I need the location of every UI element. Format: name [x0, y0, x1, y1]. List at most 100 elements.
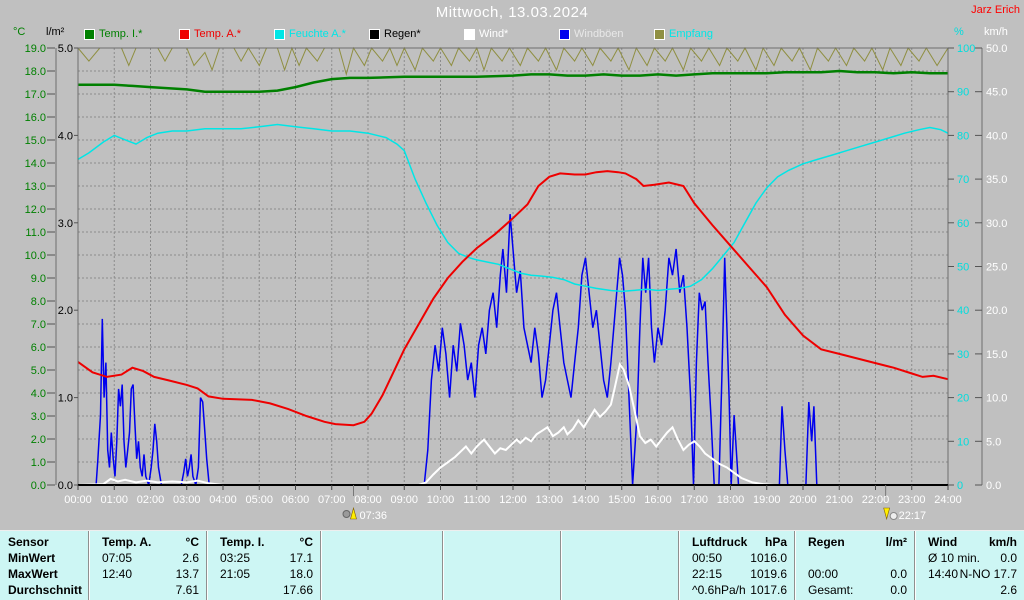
legend-item-7: Empfang: [654, 28, 749, 40]
tick-label: 40: [957, 305, 969, 317]
table-cell: ^0.6hPa/h 1017.6: [692, 583, 787, 597]
table-column-header: Wind km/h: [928, 535, 1017, 549]
series-temp_a: [77, 170, 949, 427]
table-column: Luftdruck hPa 00:50 1016.0 22:15 1019.6 ^0.6hP…: [678, 531, 794, 600]
time-tick-label: 21:00: [825, 494, 853, 506]
axis-unit-humidity: %: [954, 26, 964, 38]
tick-label: 5.0: [31, 365, 46, 377]
legend-swatch-icon: [369, 28, 380, 40]
tick-label: 4.0: [31, 388, 46, 400]
table-cell: 00:00 0.0: [808, 567, 907, 581]
legend-label: Empfang: [669, 28, 714, 40]
series-feuchte_a: [77, 123, 949, 293]
x-axis: 00:00 01:00 02:00 03:00 04:00 05:00 06:00 07:00…: [64, 485, 962, 506]
tick-label: 17.0: [25, 89, 46, 101]
time-tick-label: 19:00: [753, 494, 781, 506]
legend-swatch-icon: [84, 28, 95, 40]
table-column: Regen l/m² 00:00 0.0 Gesamt: 0.0: [794, 531, 914, 600]
tick-label: 14.0: [25, 158, 46, 170]
annotation-time: 07:36: [360, 510, 388, 522]
table-row-label: MinWert: [8, 551, 56, 565]
legend-item-5: Wind*: [464, 28, 559, 40]
tick-label: 3.0: [31, 411, 46, 423]
page-title: Mittwoch, 13.03.2024: [435, 4, 589, 21]
tick-label: 0: [957, 480, 963, 492]
tick-label: 2.0: [58, 305, 73, 317]
time-tick-label: 00:00: [64, 494, 92, 506]
time-tick-label: 04:00: [209, 494, 237, 506]
axis-unit-rain: l/m²: [46, 26, 65, 38]
legend-item-1: Temp. I.*: [84, 28, 179, 40]
tick-label: 35.0: [986, 174, 1007, 186]
tick-label: 1.0: [31, 457, 46, 469]
sunrise-icon: [342, 510, 351, 518]
sunset-marker: 22:17: [883, 485, 927, 522]
table-row-label: MaxWert: [8, 567, 58, 581]
series-empfang: [77, 46, 949, 77]
table-column: Temp. A. °C 07:05 2.6 12:40 13.7 7.61: [88, 531, 206, 600]
legend-swatch-icon: [464, 28, 475, 40]
tick-label: 2.0: [31, 434, 46, 446]
time-tick-label: 22:00: [862, 494, 890, 506]
legend-label: Wind*: [479, 28, 509, 40]
tick-label: 9.0: [31, 273, 46, 285]
time-tick-label: 05:00: [245, 494, 273, 506]
tick-label: 8.0: [31, 296, 46, 308]
time-tick-label: 24:00: [934, 494, 962, 506]
time-tick-label: 06:00: [282, 494, 310, 506]
legend-swatch-icon: [179, 28, 190, 40]
table-column-header: [443, 534, 560, 550]
table-cell: [795, 550, 914, 566]
time-tick-label: 09:00: [390, 494, 418, 506]
legend-label: Temp. A.*: [194, 28, 242, 40]
legend-label: Windböen: [574, 28, 624, 40]
tick-label: 16.0: [25, 112, 46, 124]
time-tick-label: 01:00: [100, 494, 128, 506]
tick-label: 13.0: [25, 181, 46, 193]
tick-label: 6.0: [31, 342, 46, 354]
table-column-header: Regen l/m²: [808, 535, 907, 549]
table-cell: 00:50 1016.0: [692, 551, 787, 565]
table-cell: [321, 582, 442, 598]
table-column: Temp. I. °C 03:25 17.1 21:05 18.0 17.66: [206, 531, 320, 600]
table-cell: Ø 10 min. 0.0: [928, 551, 1017, 565]
tick-label: 50: [957, 262, 969, 274]
tick-label: 30.0: [986, 218, 1007, 230]
annotation-time: 22:17: [899, 510, 927, 522]
axis-unit-wind: km/h: [984, 26, 1008, 38]
tick-label: 40.0: [986, 130, 1007, 142]
time-tick-label: 10:00: [427, 494, 455, 506]
table-column: [560, 531, 678, 600]
y-axis-wind_kmh: 50.0 45.0 40.0 35.0 30.0 25.0 20.0 15.0 10.0 5.0 0…: [975, 43, 1007, 492]
series-temp_i: [78, 69, 948, 93]
tick-label: 5.0: [986, 436, 1001, 448]
time-tick-label: 20:00: [789, 494, 817, 506]
table-cell: 7.61: [175, 583, 199, 597]
tick-label: 5.0: [58, 43, 73, 55]
time-tick-label: 16:00: [644, 494, 672, 506]
legend-item-6: Windböen: [559, 28, 654, 40]
tick-label: 3.0: [58, 218, 73, 230]
table-cell: Gesamt: 0.0: [808, 583, 907, 597]
tick-label: 15.0: [25, 135, 46, 147]
tick-label: 15.0: [986, 349, 1007, 361]
user-name: Jarz Erich: [971, 4, 1020, 16]
tick-label: 10: [957, 436, 969, 448]
y-axis-temp_c: 19.0 18.0 17.0 16.0 15.0 14.0 13.0 12.0 11.0 10.0…: [25, 43, 57, 492]
table-cell: 17.66: [282, 583, 313, 597]
tick-label: 4.0: [58, 130, 73, 142]
time-tick-label: 11:00: [463, 494, 490, 506]
legend-label: Temp. I.*: [99, 28, 143, 40]
tick-label: 80: [957, 130, 969, 142]
grid-lines: [78, 48, 948, 485]
table-cell: [443, 550, 560, 566]
axis-unit-temp: °C: [13, 26, 26, 38]
time-tick-label: 08:00: [354, 494, 382, 506]
legend-item-2: Temp. A.*: [179, 28, 274, 40]
table-column: [320, 531, 442, 600]
time-tick-label: 18:00: [717, 494, 745, 506]
table-column: Wind km/h Ø 10 min. 0.0 14:40 N-NO 17.7 2.6: [914, 531, 1024, 600]
tick-label: 30: [957, 349, 969, 361]
table-cell: 21:05 18.0: [220, 567, 313, 581]
table-cell: [321, 566, 442, 582]
